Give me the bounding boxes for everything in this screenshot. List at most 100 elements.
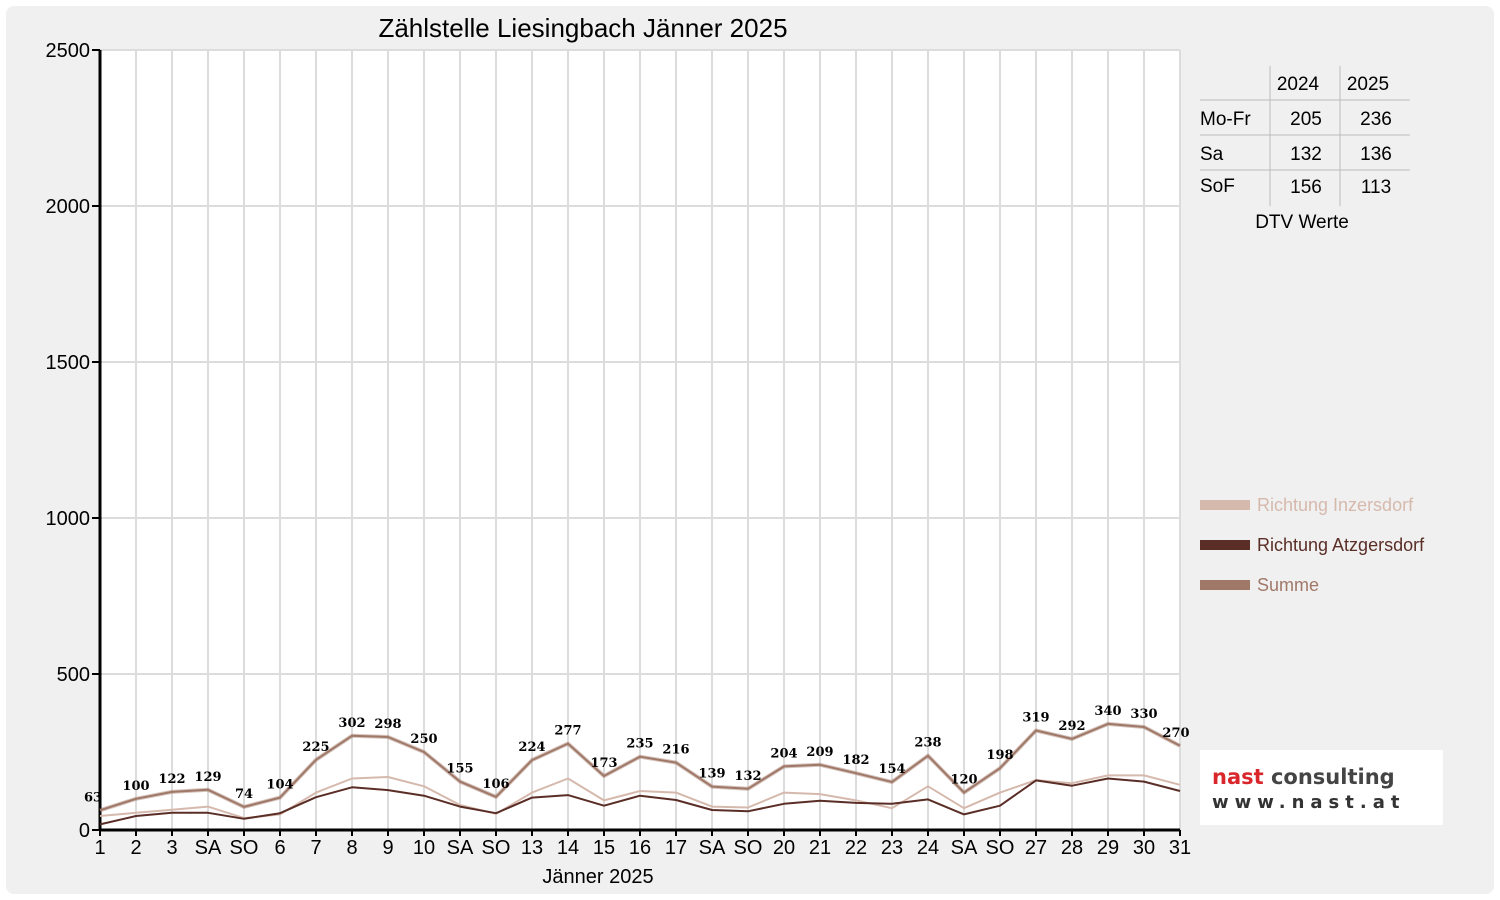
x-tick-label: SO xyxy=(482,837,511,859)
data-label: 129 xyxy=(194,770,221,785)
x-tick-label: 6 xyxy=(274,837,285,859)
data-label: 139 xyxy=(698,767,725,782)
x-tick-label: 24 xyxy=(917,837,939,859)
x-tick-label: 13 xyxy=(521,837,543,859)
data-label: 173 xyxy=(590,756,617,771)
y-tick-labels: 0 500 1000 1500 2000 2500 xyxy=(46,40,91,842)
data-label: 198 xyxy=(986,748,1013,763)
x-tick-label: 21 xyxy=(809,837,831,859)
legend: Richtung Inzersdorf Richtung Atzgersdorf… xyxy=(1200,495,1425,595)
x-tick-label: 7 xyxy=(310,837,321,859)
x-tick-label: 9 xyxy=(382,837,393,859)
data-label: 106 xyxy=(482,777,509,792)
series-line-richtung-inzersdorf xyxy=(99,774,1181,820)
data-label: 270 xyxy=(1162,726,1189,741)
logo-text-line1: nast consulting xyxy=(1212,765,1395,789)
data-label: 100 xyxy=(122,779,149,794)
x-tick-label: 15 xyxy=(593,837,615,859)
table-cell: 132 xyxy=(1290,144,1322,165)
legend-label-inzersdorf: Richtung Inzersdorf xyxy=(1257,495,1414,515)
x-tick-label: 22 xyxy=(845,837,867,859)
data-label: 292 xyxy=(1058,719,1085,734)
data-label: 330 xyxy=(1130,707,1157,722)
x-tick-label: SA xyxy=(195,837,222,859)
y-tick-label: 1000 xyxy=(46,508,91,530)
table-cell: 113 xyxy=(1361,177,1391,198)
table-cell: 136 xyxy=(1360,144,1392,165)
axes xyxy=(92,49,1181,836)
x-tick-label: 30 xyxy=(1133,837,1155,859)
data-label: 216 xyxy=(662,743,689,758)
data-label: 225 xyxy=(302,740,329,755)
table-cell: 205 xyxy=(1290,109,1322,130)
table-header-2024: 2024 xyxy=(1277,74,1320,95)
x-tick-label: 31 xyxy=(1169,837,1191,859)
data-label: 209 xyxy=(806,745,833,760)
x-tick-label: 29 xyxy=(1097,837,1119,859)
data-label: 154 xyxy=(878,762,905,777)
data-label: 235 xyxy=(626,737,653,752)
x-tick-label: SA xyxy=(951,837,978,859)
data-label: 155 xyxy=(446,762,473,777)
x-tick-label: 8 xyxy=(346,837,357,859)
x-tick-label: SO xyxy=(986,837,1015,859)
data-label: 298 xyxy=(374,717,401,732)
x-tick-label: 23 xyxy=(881,837,903,859)
y-tick-label: 1500 xyxy=(46,352,91,374)
y-tick-label: 2500 xyxy=(46,40,91,62)
table-row-label: Sa xyxy=(1200,144,1224,165)
data-label: 277 xyxy=(554,724,581,739)
legend-label-atzgersdorf: Richtung Atzgersdorf xyxy=(1257,535,1425,555)
table-caption: DTV Werte xyxy=(1255,212,1349,233)
series-line-summe xyxy=(99,722,1181,812)
legend-swatch-inzersdorf xyxy=(1200,500,1250,510)
series-lines xyxy=(99,721,1181,826)
x-tick-label: 10 xyxy=(413,837,435,859)
data-label: 104 xyxy=(266,778,293,793)
data-label: 250 xyxy=(410,732,437,747)
y-tick-label: 500 xyxy=(57,664,90,686)
legend-swatch-atzgersdorf xyxy=(1200,540,1250,550)
y-tick-label: 0 xyxy=(79,820,90,842)
legend-swatch-summe xyxy=(1200,580,1250,590)
dtv-table: 2024 2025 Mo-Fr 205 236 Sa 132 136 SoF 1… xyxy=(1200,66,1410,233)
table-cell: 156 xyxy=(1290,177,1322,198)
x-tick-label: SA xyxy=(447,837,474,859)
x-tick-label: SA xyxy=(699,837,726,859)
data-label: 319 xyxy=(1022,710,1049,725)
data-label: 224 xyxy=(518,740,545,755)
x-tick-label: 3 xyxy=(166,837,177,859)
x-tick-label: 2 xyxy=(130,837,141,859)
x-tick-label: 27 xyxy=(1025,837,1047,859)
x-tick-label: 28 xyxy=(1061,837,1083,859)
data-labels: 63 100 122 129 74 104 225 302 298 250 155 106 224 277… xyxy=(84,704,1190,805)
x-tick-label: 17 xyxy=(665,837,687,859)
data-label: 63 xyxy=(84,790,102,805)
data-label: 122 xyxy=(158,772,185,787)
legend-label-summe: Summe xyxy=(1257,575,1319,595)
x-tick-label: 20 xyxy=(773,837,795,859)
y-tick-label: 2000 xyxy=(46,196,91,218)
table-row-label: SoF xyxy=(1200,176,1235,197)
data-label: 204 xyxy=(770,746,797,761)
x-tick-label: SO xyxy=(230,837,259,859)
logo-text-line2: www.nast.at xyxy=(1212,792,1405,813)
table-header-2025: 2025 xyxy=(1347,74,1389,95)
data-label: 132 xyxy=(734,769,761,784)
data-label: 74 xyxy=(235,787,253,802)
x-axis-title: Jänner 2025 xyxy=(542,866,653,888)
series-line-richtung-atzgersdorf xyxy=(99,777,1181,826)
table-cell: 236 xyxy=(1360,109,1392,130)
table-row-label: Mo-Fr xyxy=(1200,109,1251,130)
data-label: 120 xyxy=(950,773,977,788)
x-tick-label: 16 xyxy=(629,837,651,859)
x-tick-label: 14 xyxy=(557,837,579,859)
x-tick-label: SO xyxy=(734,837,763,859)
data-label: 238 xyxy=(914,736,941,751)
x-tick-labels: 1 2 3 SA SO 6 7 8 9 10 SA SO 13 14 15 16 17 SA SO 20 21 22 23 2… xyxy=(94,837,1191,859)
data-label: 182 xyxy=(842,753,869,768)
chart-title: Zählstelle Liesingbach Jänner 2025 xyxy=(378,13,787,43)
data-label: 302 xyxy=(338,716,365,731)
grid-lines xyxy=(99,49,1181,831)
